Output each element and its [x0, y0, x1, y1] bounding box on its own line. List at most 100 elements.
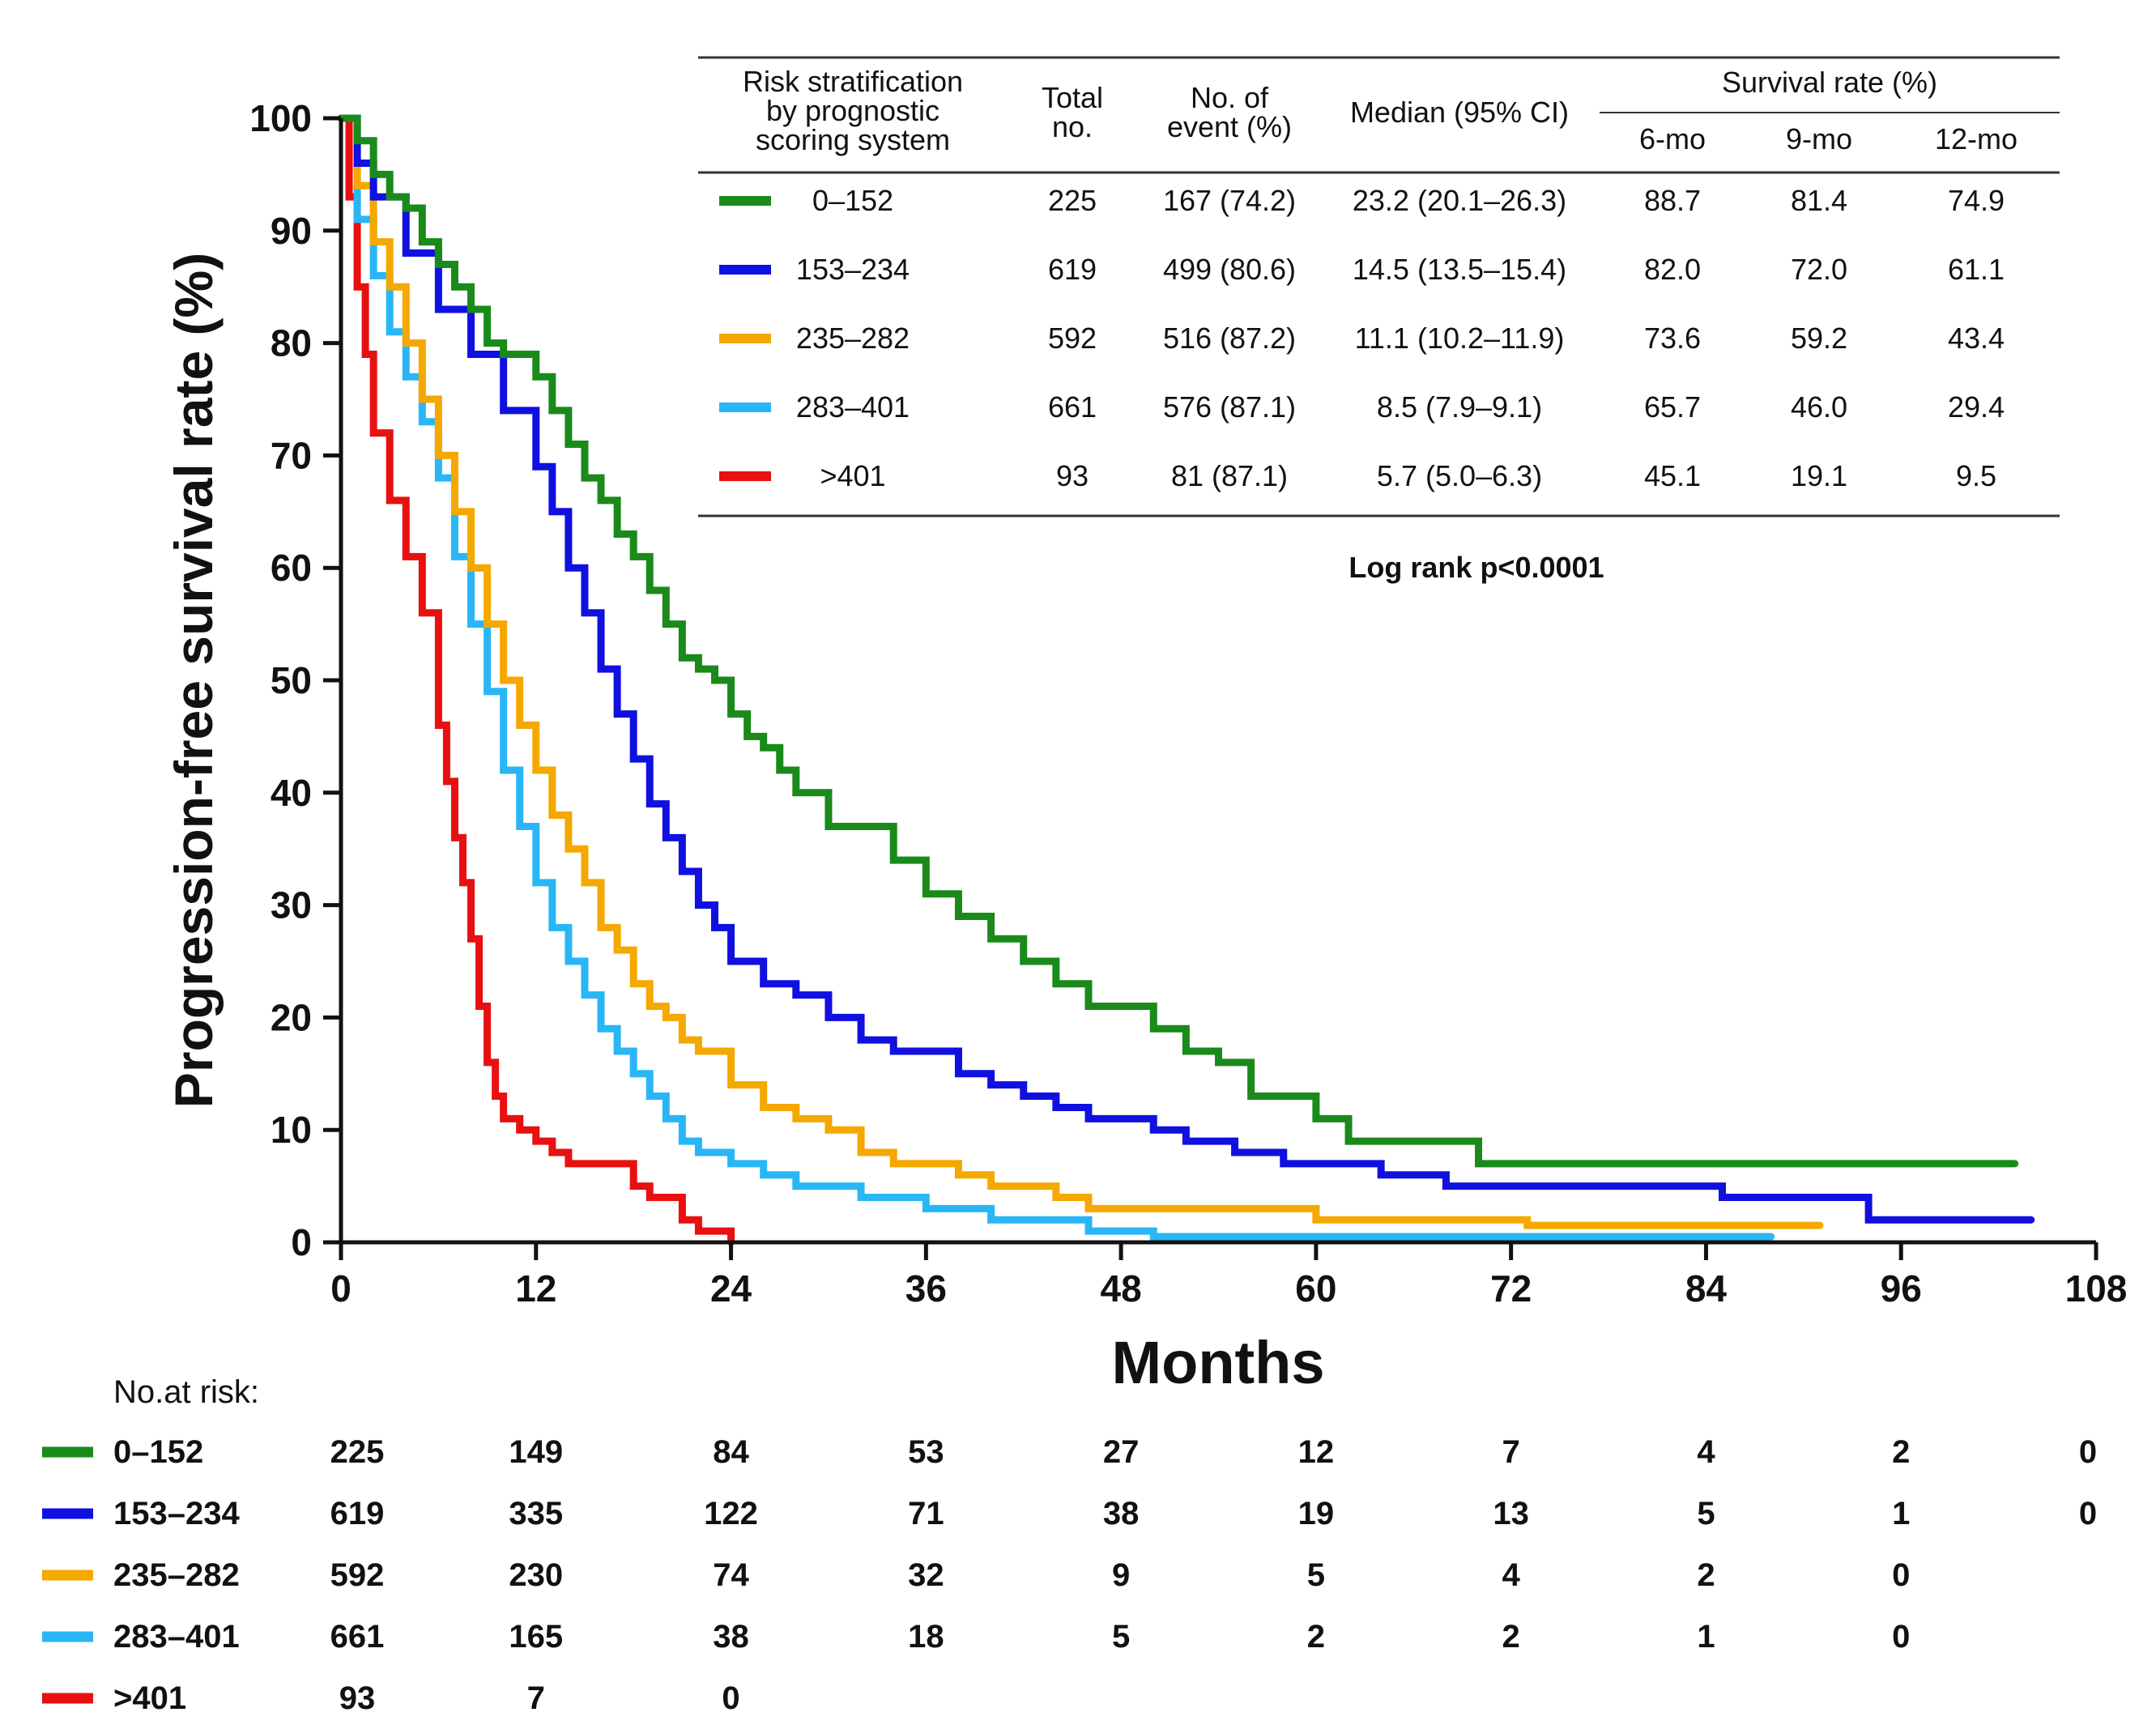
at-risk-value: 93 — [339, 1680, 376, 1716]
table-cell-group: 153–234 — [796, 253, 910, 286]
at-risk-value: 1 — [1892, 1496, 1910, 1531]
at-risk-value: 122 — [704, 1496, 758, 1531]
at-risk-value: 2 — [1502, 1619, 1520, 1655]
x-tick-label: 0 — [330, 1267, 352, 1310]
at-risk-value: 4 — [1502, 1557, 1521, 1593]
at-risk-group: 0–152 — [113, 1434, 203, 1470]
table-cell-median: 14.5 (13.5–15.4) — [1353, 253, 1566, 286]
at-risk-value: 19 — [1298, 1496, 1335, 1531]
y-tick-label: 70 — [271, 434, 312, 476]
x-tick-label: 108 — [2065, 1267, 2128, 1310]
header-sub: 9-mo — [1786, 122, 1852, 155]
at-risk-value: 53 — [908, 1434, 944, 1470]
table-cell-6mo: 82.0 — [1644, 253, 1701, 286]
at-risk-value: 0 — [2079, 1496, 2097, 1531]
at-risk-value: 84 — [713, 1434, 749, 1470]
at-risk-value: 32 — [908, 1557, 944, 1593]
table-cell-group: 0–152 — [812, 184, 893, 217]
y-tick-label: 90 — [271, 210, 312, 252]
table-cell-events: 81 (87.1) — [1171, 459, 1288, 492]
at-risk-value: 18 — [908, 1619, 944, 1655]
at-risk-value: 74 — [713, 1557, 749, 1593]
at-risk-value: 5 — [1697, 1496, 1715, 1531]
table-cell-group: >401 — [820, 459, 885, 492]
table-cell-9mo: 59.2 — [1791, 322, 1847, 355]
table-cell-12mo: 9.5 — [1956, 459, 1996, 492]
table-cell-9mo: 81.4 — [1791, 184, 1847, 217]
header-group: Risk stratification — [743, 65, 963, 98]
table-cell-group: 235–282 — [796, 322, 910, 355]
table-cell-6mo: 88.7 — [1644, 184, 1701, 217]
survival-curves — [337, 114, 2035, 1246]
at-risk-value: 592 — [330, 1557, 385, 1593]
at-risk-value: 27 — [1103, 1434, 1140, 1470]
table-cell-total: 93 — [1056, 459, 1089, 492]
x-tick-label: 60 — [1295, 1267, 1336, 1310]
at-risk-value: 1 — [1697, 1619, 1715, 1655]
at-risk-value: 0 — [1892, 1557, 1910, 1593]
at-risk-value: 7 — [527, 1680, 545, 1716]
at-risk-value: 7 — [1502, 1434, 1520, 1470]
at-risk-value: 335 — [509, 1496, 563, 1531]
table-cell-events: 576 (87.1) — [1163, 390, 1296, 424]
header-events: No. of — [1191, 81, 1269, 114]
y-tick-label: 40 — [271, 772, 312, 814]
x-tick-label: 12 — [515, 1267, 556, 1310]
at-risk-title: No.at risk: — [113, 1374, 259, 1410]
at-risk-value: 165 — [509, 1619, 563, 1655]
at-risk-value: 13 — [1493, 1496, 1529, 1531]
table-cell-total: 225 — [1048, 184, 1097, 217]
table-cell-group: 283–401 — [796, 390, 910, 424]
y-tick-label: 20 — [271, 996, 312, 1038]
curve--401 — [337, 114, 735, 1246]
table-cell-events: 167 (74.2) — [1163, 184, 1296, 217]
number-at-risk-table: No.at risk:0–152 225 149 84 53 27 12 7 4 2 0153–23… — [42, 1374, 2097, 1716]
x-tick-label: 72 — [1490, 1267, 1532, 1310]
y-tick-label: 80 — [271, 322, 312, 364]
at-risk-value: 661 — [330, 1619, 385, 1655]
table-cell-median: 11.1 (10.2–11.9) — [1355, 322, 1565, 355]
table-cell-9mo: 46.0 — [1791, 390, 1847, 424]
table-cell-total: 661 — [1048, 390, 1097, 424]
table-cell-median: 23.2 (20.1–26.3) — [1353, 184, 1566, 217]
logrank-annotation: Log rank p<0.0001 — [1349, 551, 1604, 584]
table-cell-12mo: 29.4 — [1948, 390, 2005, 424]
at-risk-group: 235–282 — [113, 1557, 240, 1593]
at-risk-value: 2 — [1697, 1557, 1715, 1593]
at-risk-value: 5 — [1112, 1619, 1130, 1655]
table-cell-12mo: 43.4 — [1948, 322, 2005, 355]
header-group: scoring system — [756, 123, 950, 156]
at-risk-value: 0 — [2079, 1434, 2097, 1470]
at-risk-value: 0 — [1892, 1619, 1910, 1655]
y-tick-label: 60 — [271, 547, 312, 589]
curve-0-152 — [337, 114, 2019, 1168]
at-risk-value: 5 — [1307, 1557, 1325, 1593]
table-cell-total: 592 — [1048, 322, 1097, 355]
curve-153-234 — [337, 114, 2035, 1224]
table-cell-12mo: 74.9 — [1948, 184, 2005, 217]
table-cell-events: 516 (87.2) — [1163, 322, 1296, 355]
at-risk-value: 12 — [1298, 1434, 1335, 1470]
y-tick-label: 0 — [291, 1221, 312, 1263]
y-tick-label: 30 — [271, 884, 312, 926]
curve-283-401 — [337, 114, 1775, 1241]
y-tick-label: 10 — [271, 1109, 312, 1151]
x-tick-label: 36 — [905, 1267, 947, 1310]
header-total: no. — [1052, 110, 1093, 143]
curve-235-282 — [337, 114, 1824, 1229]
axes: 0 10 20 30 40 50 60 70 80 90 100 0 12 24 36 48 60 72 84 96 1… — [164, 97, 2127, 1396]
at-risk-value: 2 — [1892, 1434, 1910, 1470]
y-tick-label: 100 — [249, 97, 312, 139]
x-tick-label: 24 — [710, 1267, 752, 1310]
x-tick-label: 84 — [1685, 1267, 1728, 1310]
at-risk-group: >401 — [113, 1680, 186, 1716]
header-events: event (%) — [1167, 110, 1292, 143]
x-tick-label: 48 — [1101, 1267, 1142, 1310]
at-risk-value: 71 — [908, 1496, 944, 1531]
table-cell-9mo: 19.1 — [1791, 459, 1847, 492]
at-risk-value: 38 — [713, 1619, 749, 1655]
header-sub: 12-mo — [1935, 122, 2018, 155]
at-risk-value: 149 — [509, 1434, 563, 1470]
